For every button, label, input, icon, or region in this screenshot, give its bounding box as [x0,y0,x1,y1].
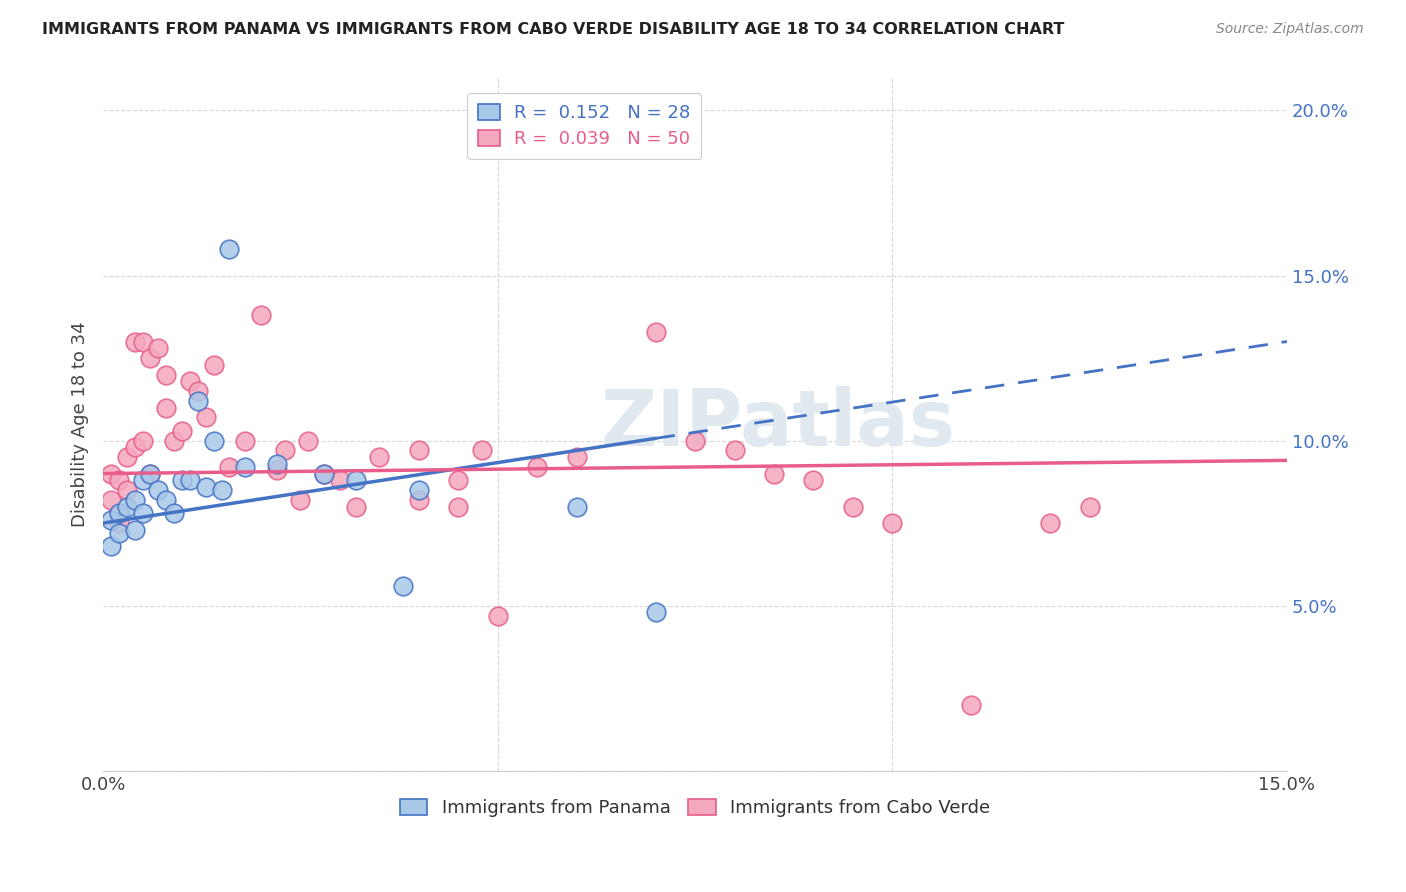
Text: ZIPatlas: ZIPatlas [600,386,956,462]
Point [115,450,138,464]
Point [266,457,288,471]
Point [344,473,367,487]
Y-axis label: Disability Age 18 to 34: Disability Age 18 to 34 [72,321,89,527]
Point [139,351,162,365]
Point [266,463,288,477]
Point [644,605,666,619]
Point [187,384,209,398]
Point [803,473,825,487]
Point [108,473,131,487]
Point [131,473,153,487]
Point [100,493,122,508]
Point [115,500,138,514]
Point [565,450,588,464]
Point [471,443,494,458]
Point [290,493,312,508]
Point [882,516,904,530]
Point [526,460,548,475]
Point [108,526,131,541]
Point [368,450,391,464]
Point [960,698,983,712]
Point [344,500,367,514]
Point [211,483,233,497]
Point [202,434,225,448]
Text: IMMIGRANTS FROM PANAMA VS IMMIGRANTS FROM CABO VERDE DISABILITY AGE 18 TO 34 COR: IMMIGRANTS FROM PANAMA VS IMMIGRANTS FRO… [42,22,1064,37]
Point [218,460,240,475]
Point [233,460,256,475]
Point [329,473,352,487]
Point [139,467,162,481]
Point [250,308,273,322]
Point [124,440,146,454]
Point [842,500,865,514]
Point [100,467,122,481]
Point [762,467,785,481]
Point [100,513,122,527]
Point [131,334,153,349]
Point [187,394,209,409]
Point [297,434,319,448]
Point [683,434,706,448]
Point [1078,500,1101,514]
Point [565,500,588,514]
Point [179,374,201,388]
Point [108,506,131,520]
Point [194,480,217,494]
Point [124,493,146,508]
Point [108,516,131,530]
Point [408,443,430,458]
Point [314,467,336,481]
Point [314,467,336,481]
Point [644,325,666,339]
Point [194,410,217,425]
Point [170,424,193,438]
Legend: Immigrants from Panama, Immigrants from Cabo Verde: Immigrants from Panama, Immigrants from … [392,791,997,824]
Point [392,579,415,593]
Point [115,483,138,497]
Point [124,523,146,537]
Point [273,443,295,458]
Point [131,506,153,520]
Point [100,539,122,553]
Point [163,434,186,448]
Point [163,506,186,520]
Point [131,434,153,448]
Text: Source: ZipAtlas.com: Source: ZipAtlas.com [1216,22,1364,37]
Point [148,483,170,497]
Point [148,341,170,355]
Point [139,467,162,481]
Point [408,493,430,508]
Point [124,334,146,349]
Point [408,483,430,497]
Point [155,493,177,508]
Point [155,401,177,415]
Point [486,608,509,623]
Point [723,443,745,458]
Point [218,242,240,256]
Point [233,434,256,448]
Point [170,473,193,487]
Point [155,368,177,382]
Point [1039,516,1062,530]
Point [179,473,201,487]
Point [447,500,470,514]
Point [447,473,470,487]
Point [202,358,225,372]
